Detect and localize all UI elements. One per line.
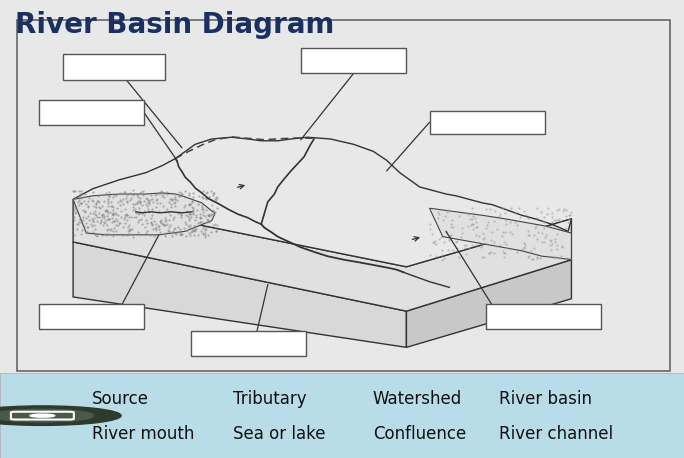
Text: Tributary: Tributary (233, 390, 306, 408)
Text: River basin: River basin (499, 390, 592, 408)
Text: River mouth: River mouth (92, 425, 195, 443)
Text: Watershed: Watershed (373, 390, 462, 408)
FancyBboxPatch shape (17, 20, 670, 371)
FancyBboxPatch shape (39, 100, 144, 125)
Polygon shape (73, 199, 571, 311)
Polygon shape (73, 242, 406, 347)
FancyBboxPatch shape (486, 304, 601, 329)
Text: River channel: River channel (499, 425, 614, 443)
Circle shape (0, 409, 94, 422)
FancyBboxPatch shape (0, 373, 684, 458)
Polygon shape (73, 193, 215, 235)
FancyBboxPatch shape (39, 304, 144, 329)
Circle shape (30, 414, 55, 417)
FancyBboxPatch shape (63, 54, 166, 81)
Polygon shape (406, 260, 571, 347)
Text: Confluence: Confluence (373, 425, 466, 443)
Polygon shape (430, 208, 571, 260)
Circle shape (0, 406, 121, 425)
FancyBboxPatch shape (430, 110, 545, 134)
Text: Sea or lake: Sea or lake (233, 425, 325, 443)
FancyBboxPatch shape (301, 49, 406, 73)
Text: River Basin Diagram: River Basin Diagram (15, 11, 334, 39)
Polygon shape (73, 137, 571, 267)
Text: Source: Source (92, 390, 149, 408)
FancyBboxPatch shape (191, 331, 306, 355)
